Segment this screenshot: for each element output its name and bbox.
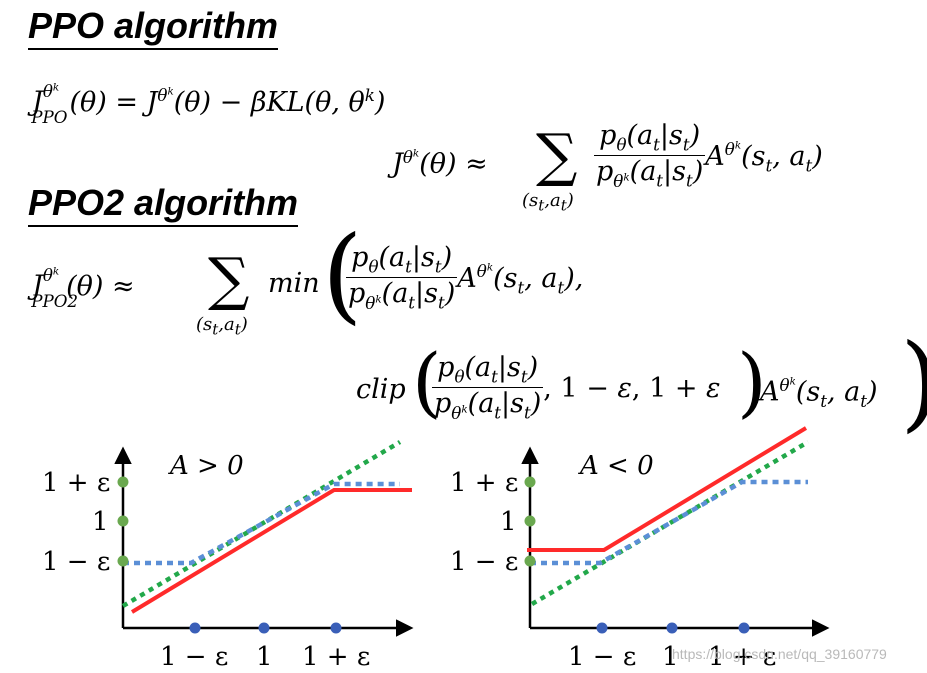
ppo2-heading: PPO2 algorithm <box>28 185 299 227</box>
probability-ratio-term: pθ(at|st) pθk(at|st) Aθk(st, at) <box>594 120 823 191</box>
x-dot-1-right <box>596 622 608 634</box>
clip-function-right <box>530 479 808 566</box>
x-tick-3-right: 1 + ε <box>708 642 776 672</box>
plot-positive-advantage: A > 0 1 + ε 1 1 − ε 1 − ε 1 1 + ε <box>42 440 414 672</box>
clip-operator: clip <box>356 374 406 405</box>
j-theta-approximation: Jθk(θ) ≈ <box>392 146 488 180</box>
x-dot-3-left <box>330 622 342 634</box>
x-tick-2-right: 1 <box>662 642 679 672</box>
clip-function-left <box>123 481 400 566</box>
y-tick-upper-right: 1 + ε <box>450 468 518 498</box>
ppo2-objective-lhs: JθkPPO2(θ) ≈ <box>31 264 135 311</box>
x-dot-3-right <box>738 622 750 634</box>
y-dot-lower-right <box>524 555 536 567</box>
x-tick-2-left: 1 <box>256 642 273 672</box>
y-dot-upper-right <box>524 476 536 488</box>
x-dot-1-left <box>189 622 201 634</box>
x-tick-1-left: 1 − ε <box>160 642 228 672</box>
clipped-objective-right <box>527 426 808 552</box>
condition-label-right: A < 0 <box>578 451 654 481</box>
watermark-url: https://blog.csdn.net/qq_39160779 <box>672 646 887 662</box>
clip-open-paren: ( <box>412 337 442 426</box>
condition-label-left: A > 0 <box>168 451 244 481</box>
y-tick-lower-right: 1 − ε <box>450 547 518 577</box>
y-dot-middle-right <box>524 515 536 527</box>
y-tick-middle-left: 1 <box>92 507 109 537</box>
y-dot-lower-left <box>117 555 129 567</box>
ppo-heading: PPO algorithm <box>28 8 279 50</box>
clipped-objective-left <box>130 488 412 614</box>
x-dot-2-left <box>258 622 270 634</box>
ppo-objective-equation: JθkPPO(θ) = Jθk(θ) − βKL(θ, θk) <box>31 80 386 127</box>
min-close-paren: ) <box>900 330 927 434</box>
unclipped-line-right <box>530 440 810 606</box>
ppo2-unclipped-term: pθ(at|st) pθk(at|st) Aθk(st, at), <box>346 242 584 313</box>
summation-subscript: (st,at) <box>522 190 574 215</box>
y-dot-upper-left <box>117 476 129 488</box>
x-dot-2-right <box>666 622 678 634</box>
y-tick-upper-left: 1 + ε <box>42 468 110 498</box>
ppo2-summation-symbol: ∑ <box>208 245 250 313</box>
ppo2-summation-subscript: (st,at) <box>196 314 248 339</box>
min-operator: min <box>268 268 320 299</box>
min-open-paren: ( <box>322 213 363 335</box>
y-tick-lower-left: 1 − ε <box>42 547 110 577</box>
clipped-advantage-term: Aθk(st, at) <box>760 374 878 411</box>
summation-symbol: ∑ <box>536 121 578 189</box>
ppo2-clipped-term: pθ(at|st) pθk(at|st), 1 − ε, 1 + ε <box>432 352 721 423</box>
x-tick-1-right: 1 − ε <box>568 642 636 672</box>
y-tick-middle-right: 1 <box>500 507 517 537</box>
y-dot-middle-left <box>117 515 129 527</box>
clip-close-paren: ) <box>737 337 767 426</box>
x-tick-3-left: 1 + ε <box>302 642 370 672</box>
plot-negative-advantage: A < 0 1 + ε 1 1 − ε 1 − ε 1 1 + ε <box>450 426 830 672</box>
